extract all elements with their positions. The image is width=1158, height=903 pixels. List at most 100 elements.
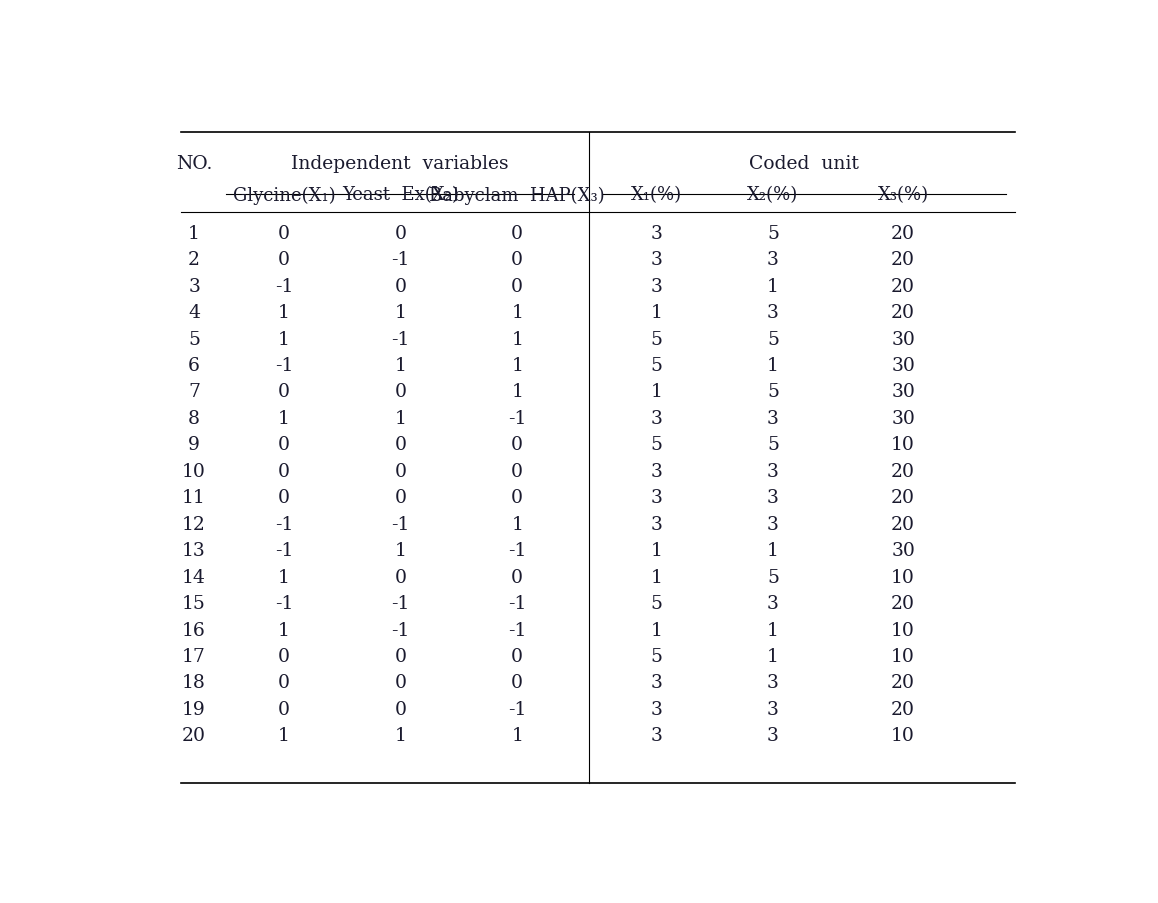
Text: 19: 19 xyxy=(182,700,206,718)
Text: 3: 3 xyxy=(651,409,662,427)
Text: 10: 10 xyxy=(892,568,915,586)
Text: 3: 3 xyxy=(767,700,779,718)
Text: 20: 20 xyxy=(892,251,915,269)
Text: -1: -1 xyxy=(391,330,410,349)
Text: 0: 0 xyxy=(278,700,290,718)
Text: 3: 3 xyxy=(651,462,662,480)
Text: 1: 1 xyxy=(651,303,662,321)
Text: 6: 6 xyxy=(188,357,200,375)
Text: 1: 1 xyxy=(651,568,662,586)
Text: 1: 1 xyxy=(395,357,406,375)
Text: X₂(%): X₂(%) xyxy=(747,186,799,204)
Text: 16: 16 xyxy=(182,621,206,638)
Text: 1: 1 xyxy=(511,383,523,401)
Text: 1: 1 xyxy=(511,303,523,321)
Text: 0: 0 xyxy=(395,383,406,401)
Text: 30: 30 xyxy=(892,383,915,401)
Text: 3: 3 xyxy=(188,277,200,295)
Text: 11: 11 xyxy=(182,489,206,507)
Text: 1: 1 xyxy=(511,330,523,349)
Text: 1: 1 xyxy=(651,383,662,401)
Text: -1: -1 xyxy=(508,700,527,718)
Text: 4: 4 xyxy=(188,303,200,321)
Text: -1: -1 xyxy=(391,251,410,269)
Text: 5: 5 xyxy=(767,568,779,586)
Text: Babyclam  HAP(X₃): Babyclam HAP(X₃) xyxy=(430,186,604,204)
Text: 10: 10 xyxy=(182,462,206,480)
Text: 3: 3 xyxy=(651,700,662,718)
Text: 5: 5 xyxy=(188,330,200,349)
Text: -1: -1 xyxy=(274,594,293,612)
Text: 0: 0 xyxy=(278,674,290,692)
Text: 5: 5 xyxy=(651,647,662,666)
Text: 3: 3 xyxy=(767,462,779,480)
Text: 1: 1 xyxy=(395,303,406,321)
Text: 0: 0 xyxy=(511,462,523,480)
Text: NO.: NO. xyxy=(176,155,212,173)
Text: 1: 1 xyxy=(767,542,779,560)
Text: 1: 1 xyxy=(767,357,779,375)
Text: 20: 20 xyxy=(892,594,915,612)
Text: 0: 0 xyxy=(395,489,406,507)
Text: 30: 30 xyxy=(892,357,915,375)
Text: 0: 0 xyxy=(278,647,290,666)
Text: 17: 17 xyxy=(182,647,206,666)
Text: -1: -1 xyxy=(274,516,293,533)
Text: 13: 13 xyxy=(182,542,206,560)
Text: 9: 9 xyxy=(188,436,200,454)
Text: 20: 20 xyxy=(892,674,915,692)
Text: 3: 3 xyxy=(767,516,779,533)
Text: 0: 0 xyxy=(395,674,406,692)
Text: 3: 3 xyxy=(651,674,662,692)
Text: 0: 0 xyxy=(395,462,406,480)
Text: 0: 0 xyxy=(395,277,406,295)
Text: 0: 0 xyxy=(511,568,523,586)
Text: -1: -1 xyxy=(274,357,293,375)
Text: -1: -1 xyxy=(391,516,410,533)
Text: 1: 1 xyxy=(651,621,662,638)
Text: 1: 1 xyxy=(511,516,523,533)
Text: 0: 0 xyxy=(511,489,523,507)
Text: 3: 3 xyxy=(651,225,662,243)
Text: 2: 2 xyxy=(188,251,200,269)
Text: 10: 10 xyxy=(892,727,915,744)
Text: 20: 20 xyxy=(892,516,915,533)
Text: 5: 5 xyxy=(767,383,779,401)
Text: 10: 10 xyxy=(892,621,915,638)
Text: 3: 3 xyxy=(651,489,662,507)
Text: 8: 8 xyxy=(188,409,200,427)
Text: Independent  variables: Independent variables xyxy=(291,155,508,173)
Text: 1: 1 xyxy=(395,542,406,560)
Text: Coded  unit: Coded unit xyxy=(749,155,859,173)
Text: 5: 5 xyxy=(651,594,662,612)
Text: -1: -1 xyxy=(274,277,293,295)
Text: -1: -1 xyxy=(274,542,293,560)
Text: Glycine(X₁): Glycine(X₁) xyxy=(233,186,335,204)
Text: 0: 0 xyxy=(278,436,290,454)
Text: 1: 1 xyxy=(767,647,779,666)
Text: 3: 3 xyxy=(767,409,779,427)
Text: 0: 0 xyxy=(511,674,523,692)
Text: 1: 1 xyxy=(651,542,662,560)
Text: 0: 0 xyxy=(278,251,290,269)
Text: 0: 0 xyxy=(395,225,406,243)
Text: 0: 0 xyxy=(511,436,523,454)
Text: 0: 0 xyxy=(395,568,406,586)
Text: 20: 20 xyxy=(892,489,915,507)
Text: -1: -1 xyxy=(508,409,527,427)
Text: -1: -1 xyxy=(508,594,527,612)
Text: 3: 3 xyxy=(767,489,779,507)
Text: 1: 1 xyxy=(278,568,290,586)
Text: 0: 0 xyxy=(511,647,523,666)
Text: Yeast  Ex(X₂): Yeast Ex(X₂) xyxy=(342,186,459,204)
Text: -1: -1 xyxy=(391,594,410,612)
Text: 1: 1 xyxy=(511,357,523,375)
Text: 1: 1 xyxy=(767,277,779,295)
Text: -1: -1 xyxy=(508,542,527,560)
Text: 5: 5 xyxy=(651,436,662,454)
Text: 0: 0 xyxy=(395,647,406,666)
Text: 15: 15 xyxy=(182,594,206,612)
Text: 3: 3 xyxy=(767,594,779,612)
Text: 10: 10 xyxy=(892,436,915,454)
Text: 3: 3 xyxy=(651,727,662,744)
